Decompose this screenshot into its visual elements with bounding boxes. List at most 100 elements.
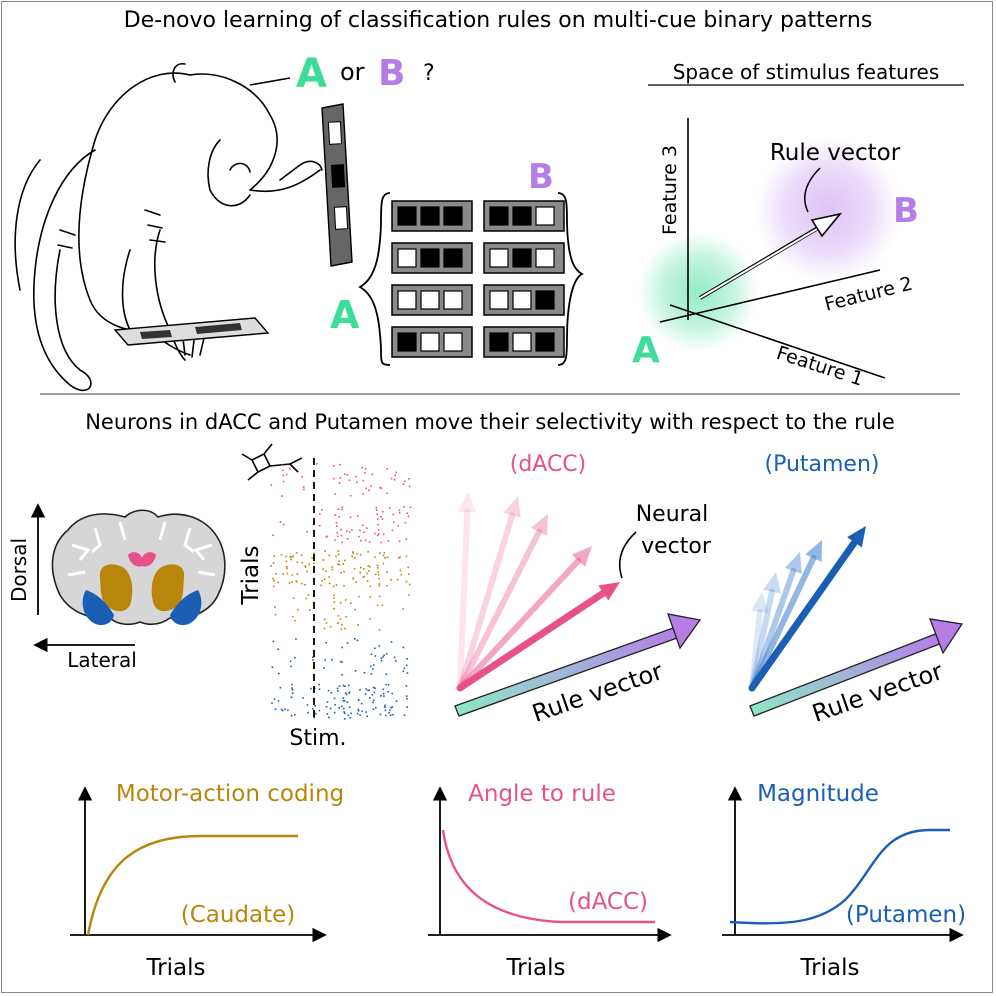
spike (352, 551, 354, 553)
spike (319, 513, 321, 515)
spike (366, 572, 368, 575)
spike (338, 560, 340, 563)
spike (290, 556, 293, 558)
spike (362, 479, 365, 482)
spike (277, 700, 280, 702)
spike (379, 713, 382, 716)
spike (272, 577, 274, 580)
spike (304, 565, 307, 567)
dacc-panel-label: (dACC) (510, 452, 587, 477)
cloud-b-label: B (893, 191, 919, 231)
spike (282, 573, 285, 575)
spike (363, 531, 365, 533)
spike (403, 506, 405, 508)
spike (408, 485, 411, 488)
spike (343, 718, 346, 720)
spike (389, 714, 392, 716)
spike (343, 570, 345, 573)
spike (377, 567, 379, 569)
spike (399, 556, 401, 558)
spike (405, 664, 408, 667)
dacc-vector-head (598, 582, 620, 601)
spike (398, 540, 401, 543)
spike (376, 564, 379, 567)
caudate-region (99, 564, 133, 612)
spike (374, 647, 376, 650)
spike (318, 709, 321, 712)
spike (341, 506, 343, 508)
spike (323, 578, 326, 581)
spike (385, 683, 388, 686)
angle-curve (441, 829, 655, 924)
spike (308, 563, 310, 566)
spike (286, 572, 289, 575)
spike (270, 484, 273, 486)
spike (296, 580, 298, 583)
spike (372, 668, 374, 670)
spike (287, 709, 289, 712)
spike (356, 481, 358, 484)
spike (296, 573, 299, 575)
putamen-region (82, 590, 114, 626)
spike (295, 638, 297, 640)
neural-vector-label-2: vector (641, 534, 712, 559)
spike (379, 486, 381, 489)
spike (335, 555, 337, 558)
spike (374, 655, 377, 657)
spike (369, 665, 372, 668)
spike (344, 692, 347, 694)
spike (326, 701, 329, 703)
spike (406, 672, 409, 674)
motor-action-curve (86, 834, 298, 936)
spike (368, 689, 370, 691)
spike (403, 667, 406, 670)
spike (357, 699, 360, 701)
spike (296, 561, 299, 563)
spike (405, 695, 408, 697)
rule-vector-arrow-inner (699, 225, 823, 299)
spike (270, 565, 272, 567)
motor-action-region: (Caudate) (181, 902, 296, 928)
spike (313, 562, 315, 564)
spike (310, 687, 312, 690)
spike (337, 615, 340, 617)
spike (339, 660, 342, 663)
spike (286, 565, 288, 568)
dacc-rule-vector-head (667, 613, 702, 650)
pattern-grid (391, 200, 565, 358)
spike (393, 656, 396, 659)
spike (375, 509, 378, 511)
axis-feature-3-label: Feature 3 (659, 145, 681, 235)
spike (291, 683, 293, 686)
spike (292, 555, 294, 557)
spike (376, 604, 379, 607)
spike (335, 584, 338, 586)
spike (406, 697, 408, 700)
spike (395, 660, 397, 662)
spike (339, 477, 342, 479)
spike (357, 708, 360, 711)
spike (348, 706, 351, 708)
dacc-vector-head (503, 496, 521, 518)
axis-feature-1 (669, 304, 886, 379)
spike (372, 686, 375, 689)
spike (407, 515, 410, 518)
spike (372, 708, 375, 710)
spike (366, 715, 368, 717)
spike (383, 552, 386, 554)
spike (389, 507, 391, 509)
spike (374, 556, 376, 558)
question-b: B (378, 53, 405, 94)
spike (406, 658, 408, 660)
spike (404, 521, 407, 524)
spike (405, 685, 408, 687)
spike (347, 714, 349, 717)
spike (350, 602, 352, 604)
spike (281, 709, 284, 712)
spike (282, 474, 285, 477)
spike (359, 529, 361, 532)
spike (381, 518, 384, 520)
brain-folds (67, 521, 216, 577)
spike (290, 696, 293, 699)
spike (294, 619, 296, 622)
